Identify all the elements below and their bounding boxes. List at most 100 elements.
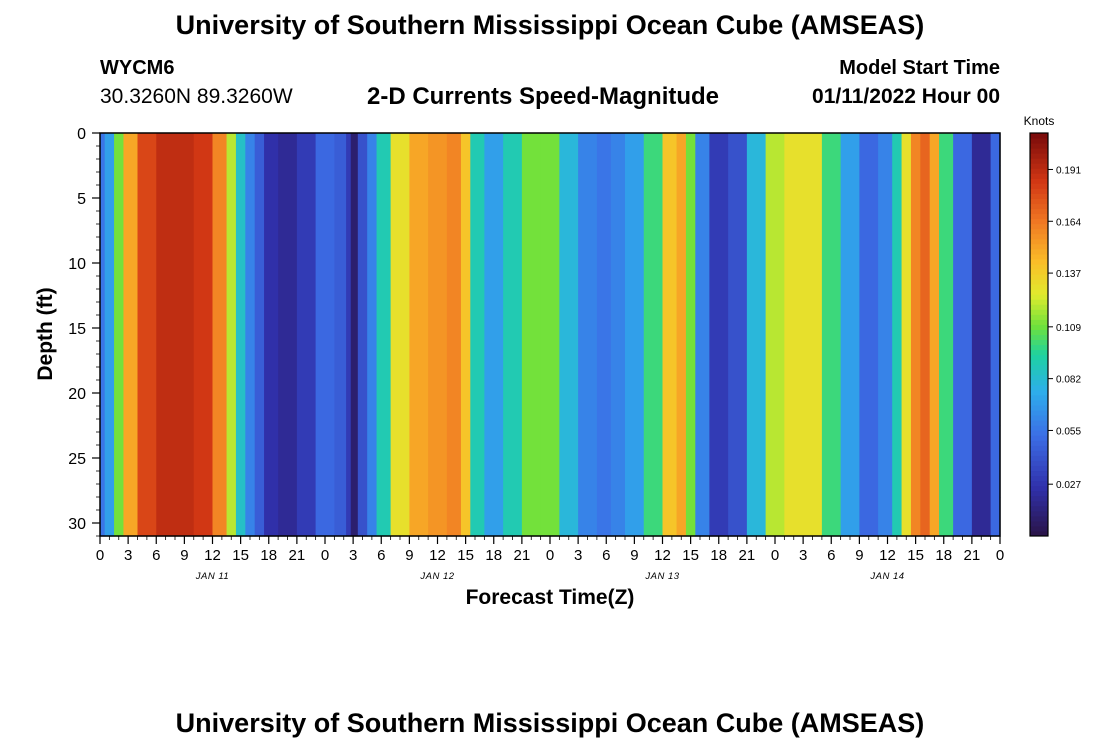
colorbar-swatch (1030, 223, 1048, 230)
heatmap-cell (460, 165, 471, 232)
heatmap-cell (901, 295, 912, 362)
heatmap-cell (990, 133, 1001, 167)
heatmap-cell (264, 133, 279, 167)
heatmap-cell (357, 165, 368, 232)
heatmap-cell (226, 425, 237, 498)
heatmap-cell (596, 165, 612, 232)
colorbar-swatch (1030, 193, 1048, 199)
heatmap-cell (910, 165, 921, 232)
heatmap-cell (676, 360, 687, 427)
heatmap-cell (315, 497, 335, 537)
heatmap-cell (212, 425, 228, 498)
heatmap-cell (428, 230, 448, 297)
colorbar-swatch (1030, 269, 1048, 275)
heatmap-cell (662, 230, 678, 297)
heatmap-cell (840, 360, 860, 427)
heatmap-cell (578, 165, 598, 232)
heatmap-cell (212, 295, 228, 362)
heatmap-cell (357, 295, 368, 362)
heatmap-cell (728, 295, 748, 362)
colorbar-swatch (1030, 415, 1048, 421)
heatmap-cell (193, 295, 214, 362)
heatmap-cell (892, 133, 903, 167)
heatmap-cell (367, 497, 378, 537)
heatmap-cell (193, 133, 214, 167)
heatmap-cell (929, 425, 940, 498)
x-tick-label: 6 (602, 547, 610, 564)
heatmap-cell (350, 230, 359, 297)
heatmap-cell (446, 230, 462, 297)
heatmap-cell (746, 295, 767, 362)
heatmap-cell (920, 497, 931, 537)
heatmap-cell (503, 360, 523, 427)
x-axis: 0 3 6 9 12 15 18 21 0 3 6 9 12 15 18 21 0 3 6 9 12 15 18 21 0 3 6 9… (96, 536, 1004, 582)
heatmap-cell (484, 295, 504, 362)
heatmap-cell (264, 230, 279, 297)
heatmap-cell (892, 230, 903, 297)
heatmap-cell (156, 497, 176, 537)
x-tick-label: 9 (180, 547, 188, 564)
heatmap-cell (278, 425, 298, 498)
colorbar-swatch (1030, 495, 1048, 502)
heatmap-cell (137, 425, 157, 498)
x-tick-label: 12 (204, 547, 221, 564)
colorbar-swatch (1030, 465, 1048, 472)
heatmap-cell (596, 295, 612, 362)
heatmap-cell (503, 165, 523, 232)
heatmap-cell (226, 295, 237, 362)
colorbar-swatch (1030, 399, 1048, 406)
colorbar-swatch (1030, 263, 1048, 270)
heatmap-cell (685, 497, 696, 537)
heatmap-cell (503, 133, 523, 167)
colorbar: 0.027 0.055 0.082 0.109 0.137 0.164 0.191 Knots (1024, 114, 1081, 537)
heatmap-cell (939, 165, 954, 232)
heatmap-cell (521, 425, 542, 498)
heatmap-cell (226, 133, 237, 167)
heatmap-cell (929, 360, 940, 427)
heatmap-cell (901, 133, 912, 167)
colorbar-swatch (1030, 279, 1048, 285)
heatmap-cell (123, 295, 139, 362)
heatmap-cell (315, 165, 335, 232)
heatmap-cell (409, 230, 429, 297)
heatmap-cell (892, 425, 903, 498)
colorbar-swatch (1030, 304, 1048, 310)
heatmap-cell (264, 165, 279, 232)
heatmap-cell (470, 133, 485, 167)
heatmap-cell (920, 165, 931, 232)
heatmap-cell (357, 497, 368, 537)
colorbar-swatch (1030, 309, 1048, 315)
heatmap-cell (765, 230, 785, 297)
heatmap-cell (296, 165, 317, 232)
heatmap-cell (245, 295, 256, 362)
heatmap-cell (610, 133, 626, 167)
heatmap-cell (334, 497, 347, 537)
heatmap-cell (104, 360, 115, 427)
heatmap-cell (137, 497, 157, 537)
heatmap-cell (100, 165, 106, 232)
colorbar-swatch (1030, 500, 1048, 507)
heatmap-cell (625, 230, 645, 297)
x-tick-label: 12 (429, 547, 446, 564)
colorbar-swatch (1030, 530, 1048, 537)
colorbar-swatch (1030, 133, 1048, 139)
heatmap-cell (910, 497, 921, 537)
heatmap-cell (278, 230, 298, 297)
heatmap-cell (953, 360, 973, 427)
heatmap-cell (350, 497, 359, 537)
heatmap-cell (484, 360, 504, 427)
heatmap-cell (104, 425, 115, 498)
colorbar-swatch (1030, 183, 1048, 189)
colorbar-swatch (1030, 284, 1048, 290)
heatmap-cell (357, 425, 368, 498)
heatmap-cell (278, 497, 298, 537)
heatmap-cell (803, 295, 823, 362)
heatmap-cell (278, 133, 298, 167)
heatmap-cell (484, 230, 504, 297)
heatmap-cell (859, 295, 879, 362)
heatmap-cell (840, 165, 860, 232)
colorbar-swatch (1030, 450, 1048, 456)
heatmap-cell (357, 360, 368, 427)
heatmap-cell (156, 165, 176, 232)
colorbar-swatch (1030, 490, 1048, 497)
